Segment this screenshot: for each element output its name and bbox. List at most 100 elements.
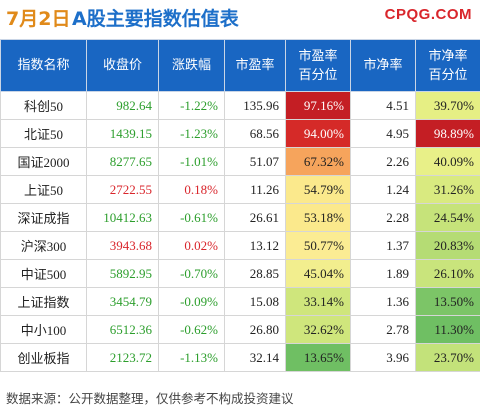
close-price-cell: 8277.65	[86, 147, 159, 176]
pb-cell: 2.78	[350, 315, 416, 344]
col-header-pb-percentile[interactable]: 市净率 百分位	[415, 39, 480, 92]
close-price-cell: 5892.95	[86, 259, 159, 288]
index-name-cell: 深证成指	[0, 203, 87, 232]
pb-percentile-cell: 20.83%	[415, 231, 480, 260]
pe-percentile-cell: 45.04%	[285, 259, 351, 288]
change-cell: 0.02%	[158, 231, 225, 260]
pb-percentile-cell: 11.30%	[415, 315, 480, 344]
close-price-cell: 10412.63	[86, 203, 159, 232]
pe-cell: 15.08	[224, 287, 286, 316]
close-price-cell: 3454.79	[86, 287, 159, 316]
pb-percentile-cell: 23.70%	[415, 343, 480, 372]
change-cell: -0.09%	[158, 287, 225, 316]
pe-percentile-cell: 32.62%	[285, 315, 351, 344]
index-name-cell: 上证50	[0, 175, 87, 204]
table-row[interactable]: 中小100 6512.36 -0.62% 26.80 32.62% 2.78 11.30%	[0, 315, 480, 344]
index-name-cell: 国证2000	[0, 147, 87, 176]
pb-percentile-cell: 98.89%	[415, 119, 480, 148]
col-header-label: 收盘价	[102, 58, 142, 73]
pe-percentile-cell: 67.32%	[285, 147, 351, 176]
col-header-label: 市净率 百分位	[428, 48, 468, 83]
table-header-row: 指数名称 收盘价 涨跌幅 市盈率 市盈率 百分位 市净率 市净率 百分位	[0, 39, 480, 92]
col-header-label: 涨跌幅	[171, 58, 211, 73]
index-name-cell: 沪深300	[0, 231, 87, 260]
table-row[interactable]: 国证2000 8277.65 -1.01% 51.07 67.32% 2.26 40.09%	[0, 147, 480, 176]
pb-cell: 4.95	[350, 119, 416, 148]
pe-percentile-cell: 97.16%	[285, 91, 351, 120]
pe-percentile-cell: 33.14%	[285, 287, 351, 316]
pe-percentile-cell: 94.00%	[285, 119, 351, 148]
pb-cell: 4.51	[350, 91, 416, 120]
table-row[interactable]: 科创50 982.64 -1.22% 135.96 97.16% 4.51 39.70%	[0, 91, 480, 120]
close-price-cell: 6512.36	[86, 315, 159, 344]
col-header-pe-percentile[interactable]: 市盈率 百分位	[285, 39, 351, 92]
table-row[interactable]: 中证500 5892.95 -0.70% 28.85 45.04% 1.89 26.10%	[0, 259, 480, 288]
pb-percentile-cell: 26.10%	[415, 259, 480, 288]
pb-cell: 2.28	[350, 203, 416, 232]
col-header-label: 市净率	[363, 58, 403, 73]
table-body: 科创50 982.64 -1.22% 135.96 97.16% 4.51 39.70% 北证…	[0, 91, 480, 372]
pe-cell: 11.26	[224, 175, 286, 204]
pb-cell: 2.26	[350, 147, 416, 176]
table-row[interactable]: 上证指数 3454.79 -0.09% 15.08 33.14% 1.36 13.50%	[0, 287, 480, 316]
table-row[interactable]: 北证50 1439.15 -1.23% 68.56 94.00% 4.95 98.89%	[0, 119, 480, 148]
col-header-index-name[interactable]: 指数名称	[0, 39, 87, 92]
pb-cell: 1.37	[350, 231, 416, 260]
pe-percentile-cell: 50.77%	[285, 231, 351, 260]
pe-cell: 68.56	[224, 119, 286, 148]
change-cell: -0.62%	[158, 315, 225, 344]
change-cell: -1.23%	[158, 119, 225, 148]
pb-percentile-cell: 31.26%	[415, 175, 480, 204]
table-row[interactable]: 创业板指 2123.72 -1.13% 32.14 13.65% 3.96 23.70%	[0, 343, 480, 372]
col-header-close[interactable]: 收盘价	[86, 39, 159, 92]
pe-cell: 51.07	[224, 147, 286, 176]
change-cell: -1.01%	[158, 147, 225, 176]
index-name-cell: 科创50	[0, 91, 87, 120]
pe-cell: 135.96	[224, 91, 286, 120]
close-price-cell: 2722.55	[86, 175, 159, 204]
pe-percentile-cell: 53.18%	[285, 203, 351, 232]
change-cell: -0.61%	[158, 203, 225, 232]
col-header-label: 市盈率 百分位	[298, 48, 338, 83]
change-cell: -1.13%	[158, 343, 225, 372]
title-date: 7月2日	[6, 8, 71, 30]
pe-percentile-cell: 54.79%	[285, 175, 351, 204]
close-price-cell: 1439.15	[86, 119, 159, 148]
index-name-cell: 创业板指	[0, 343, 87, 372]
change-cell: -0.70%	[158, 259, 225, 288]
close-price-cell: 2123.72	[86, 343, 159, 372]
table-row[interactable]: 沪深300 3943.68 0.02% 13.12 50.77% 1.37 20.83%	[0, 231, 480, 260]
brand-logo[interactable]: CPQG.COM	[384, 6, 472, 23]
pb-percentile-cell: 13.50%	[415, 287, 480, 316]
index-name-cell: 中证500	[0, 259, 87, 288]
col-header-label: 指数名称	[17, 58, 70, 73]
pb-cell: 1.89	[350, 259, 416, 288]
pb-cell: 3.96	[350, 343, 416, 372]
header-bar: 7月2日 A股主要指数估值表 CPQG.COM	[0, 0, 480, 36]
pe-cell: 32.14	[224, 343, 286, 372]
table-row[interactable]: 深证成指 10412.63 -0.61% 26.61 53.18% 2.28 24.54%	[0, 203, 480, 232]
pe-cell: 26.80	[224, 315, 286, 344]
table-row[interactable]: 上证50 2722.55 0.18% 11.26 54.79% 1.24 31.26%	[0, 175, 480, 204]
col-header-label: 市盈率	[235, 58, 275, 73]
close-price-cell: 3943.68	[86, 231, 159, 260]
col-header-pb[interactable]: 市净率	[350, 39, 416, 92]
pb-percentile-cell: 24.54%	[415, 203, 480, 232]
pe-percentile-cell: 13.65%	[285, 343, 351, 372]
source-note: 数据来源：公开数据整理，仅供参考不构成投资建议	[6, 391, 294, 406]
pe-cell: 28.85	[224, 259, 286, 288]
index-name-cell: 上证指数	[0, 287, 87, 316]
valuation-table: 指数名称 收盘价 涨跌幅 市盈率 市盈率 百分位 市净率 市净率 百分位 科创5…	[0, 39, 480, 372]
col-header-change[interactable]: 涨跌幅	[158, 39, 225, 92]
pb-percentile-cell: 39.70%	[415, 91, 480, 120]
pe-cell: 26.61	[224, 203, 286, 232]
index-name-cell: 中小100	[0, 315, 87, 344]
change-cell: 0.18%	[158, 175, 225, 204]
change-cell: -1.22%	[158, 91, 225, 120]
close-price-cell: 982.64	[86, 91, 159, 120]
pe-cell: 13.12	[224, 231, 286, 260]
page-title: A股主要指数估值表	[72, 8, 239, 30]
pb-cell: 1.36	[350, 287, 416, 316]
col-header-pe[interactable]: 市盈率	[224, 39, 286, 92]
pb-cell: 1.24	[350, 175, 416, 204]
